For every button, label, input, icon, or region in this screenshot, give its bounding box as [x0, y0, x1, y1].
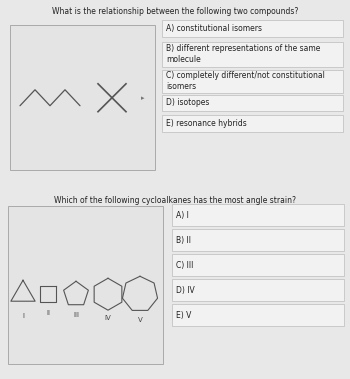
Text: Which of the following cycloalkanes has the most angle strain?: Which of the following cycloalkanes has …	[54, 196, 296, 205]
Text: E) resonance hybrids: E) resonance hybrids	[166, 119, 247, 128]
FancyBboxPatch shape	[8, 207, 163, 364]
Text: II: II	[46, 310, 50, 316]
FancyBboxPatch shape	[172, 229, 344, 251]
Text: I: I	[22, 313, 24, 319]
Text: IV: IV	[105, 315, 111, 321]
FancyBboxPatch shape	[162, 20, 343, 37]
FancyBboxPatch shape	[162, 42, 343, 67]
Text: V: V	[138, 317, 142, 323]
FancyBboxPatch shape	[172, 254, 344, 276]
Text: B) II: B) II	[176, 236, 191, 245]
FancyBboxPatch shape	[10, 25, 155, 169]
Text: A) I: A) I	[176, 211, 189, 220]
FancyBboxPatch shape	[162, 70, 343, 93]
FancyBboxPatch shape	[162, 95, 343, 111]
Text: C) III: C) III	[176, 261, 193, 270]
Text: D) isotopes: D) isotopes	[166, 98, 209, 107]
FancyBboxPatch shape	[162, 115, 343, 132]
Text: A) constitutional isomers: A) constitutional isomers	[166, 24, 262, 33]
Text: C) completely different/not constitutional
isomers: C) completely different/not constitution…	[166, 71, 325, 91]
Text: B) different representations of the same
molecule: B) different representations of the same…	[166, 44, 320, 64]
Text: ▸: ▸	[141, 95, 145, 101]
Text: E) V: E) V	[176, 311, 191, 319]
FancyBboxPatch shape	[172, 304, 344, 326]
FancyBboxPatch shape	[172, 204, 344, 226]
Text: III: III	[73, 312, 79, 318]
FancyBboxPatch shape	[172, 279, 344, 301]
Text: D) IV: D) IV	[176, 286, 195, 295]
Text: What is the relationship between the following two compounds?: What is the relationship between the fol…	[52, 7, 298, 16]
